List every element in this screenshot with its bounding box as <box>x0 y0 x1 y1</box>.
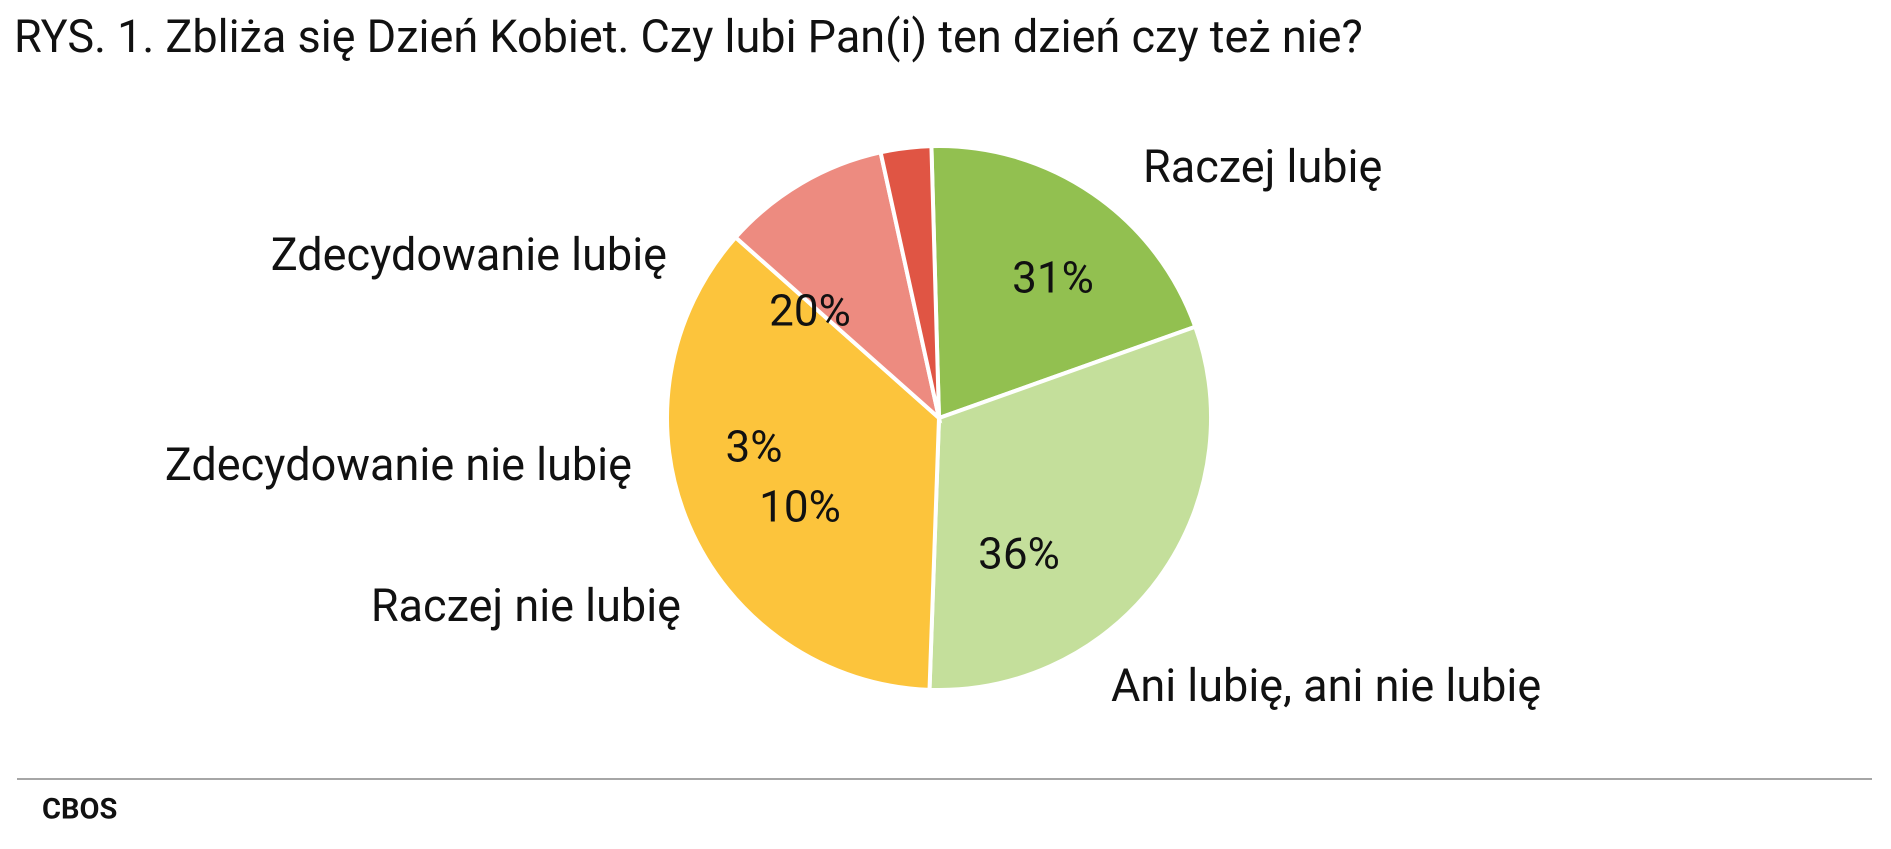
value-label: 10% <box>759 481 841 533</box>
category-label: Zdecydowanie lubię <box>271 228 667 281</box>
value-label: 3% <box>726 421 783 473</box>
source: CBOS <box>42 793 117 827</box>
pie-slice <box>878 144 941 419</box>
category-label: Zdecydowanie nie lubię <box>165 438 632 491</box>
pie-slice <box>927 324 1213 692</box>
pie-slice <box>665 234 942 692</box>
value-label: 36% <box>978 528 1060 580</box>
category-label: Raczej lubię <box>1143 140 1382 193</box>
value-label: 20% <box>769 285 851 337</box>
category-label: Raczej nie lubię <box>371 579 681 632</box>
value-label: 31% <box>1012 252 1094 304</box>
pie-slice <box>732 149 943 424</box>
chart-title: RYS. 1. Zbliża się Dzień Kobiet. Czy lub… <box>14 10 1363 63</box>
category-label: Ani lubię, ani nie lubię <box>1111 659 1541 712</box>
